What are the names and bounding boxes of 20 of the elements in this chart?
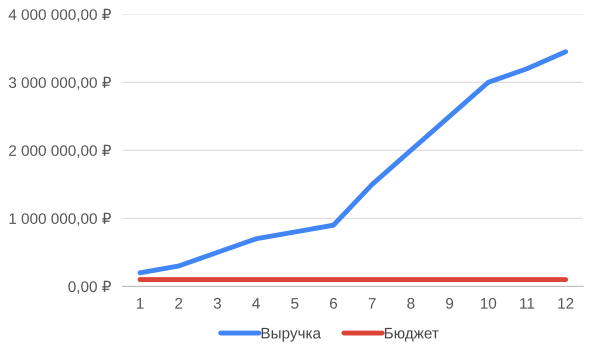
x-tick-label: 6 [330,298,338,309]
y-tick-label: 1 000 000,00 ₽ [9,212,111,226]
x-tick-label: 2 [175,298,182,309]
x-tick-label: 1 [136,298,144,309]
y-tick-label: 3 000 000,00 ₽ [8,76,111,90]
y-tick-label: 0,00 ₽ [68,280,111,294]
x-tick-label: 11 [520,298,534,309]
legend-label: Бюджет [384,328,439,342]
x-tick-label: 5 [291,298,298,309]
x-tick-label: 3 [214,298,221,309]
x-tick-label: 8 [407,298,414,309]
x-tick-label: 10 [480,298,496,309]
legend-label: Выручка [262,328,322,342]
line-series [138,49,568,276]
y-tick-label: 4 000 000,00 ₽ [8,8,111,22]
x-tick-label: 7 [368,298,376,309]
x-tick-label: 12 [558,298,574,309]
x-tick-label: 9 [446,298,454,309]
y-tick-label: 2 000 000,00 ₽ [9,144,111,158]
x-tick-label: 4 [252,298,260,309]
